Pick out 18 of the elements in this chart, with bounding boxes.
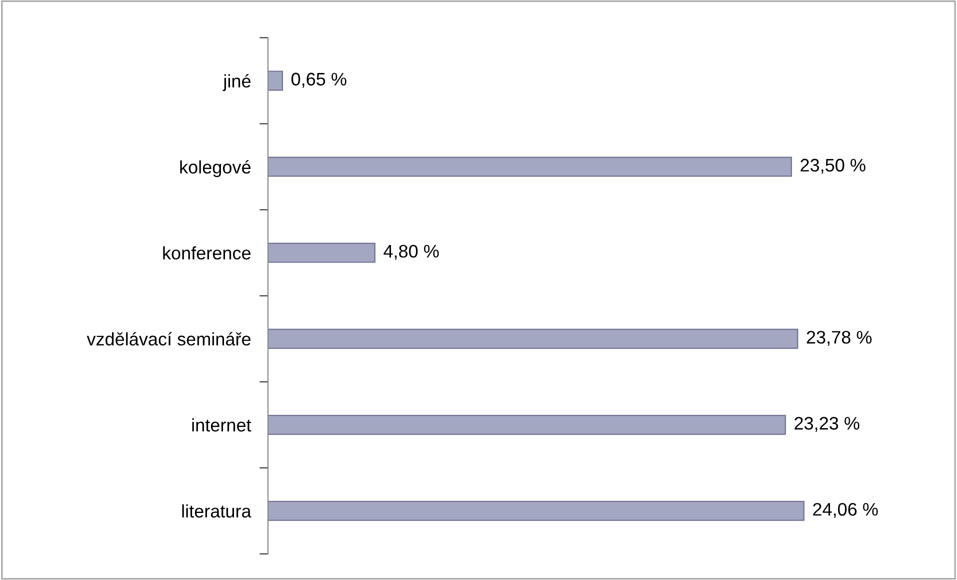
data-label: 4,80 % — [384, 244, 439, 260]
y-tick-label: kolegové — [180, 160, 250, 178]
bar — [268, 242, 376, 263]
y-tick-label: literatura — [182, 504, 252, 518]
bar — [268, 328, 798, 349]
y-tick-label: vzdělávací semináře — [86, 332, 250, 346]
data-label: 23,23 % — [794, 416, 860, 432]
bar — [268, 70, 283, 91]
data-label: 23,50 % — [800, 158, 866, 174]
bar — [268, 500, 804, 521]
y-tick-label: internet — [192, 418, 252, 432]
data-label: 24,06 % — [813, 502, 878, 518]
bar — [268, 156, 792, 177]
data-label: 23,78 % — [806, 330, 872, 346]
bar — [268, 414, 786, 435]
y-tick-label: jiné — [222, 74, 250, 92]
y-tick-label: konference — [163, 246, 250, 260]
data-label: 0,65 % — [291, 72, 346, 88]
